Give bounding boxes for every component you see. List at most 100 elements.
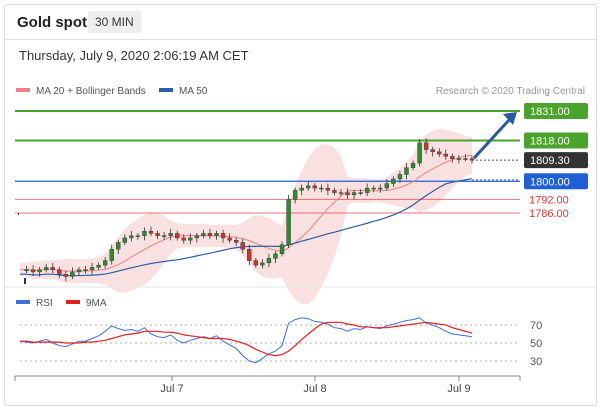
legend-swatch	[159, 88, 173, 92]
legend-label: MA 20 + Bollinger Bands	[36, 86, 146, 97]
candle-body	[332, 190, 337, 193]
candle-body	[338, 192, 344, 194]
candle-body	[194, 235, 200, 239]
level-label: 1818.00	[530, 135, 570, 147]
candlesticks	[18, 138, 475, 284]
candle-body	[410, 162, 416, 168]
candle-body	[168, 233, 173, 236]
candle-body	[135, 235, 141, 237]
candle-body	[227, 237, 232, 241]
candle-body	[116, 242, 121, 250]
candle-body	[312, 185, 317, 189]
chart-widget: Gold spot 30 MIN Thursday, July 9, 2020 …	[4, 4, 597, 406]
candle-body	[292, 190, 298, 200]
projection-arrow	[472, 112, 517, 160]
level-label: 1792.00	[529, 194, 569, 206]
candle-body	[30, 269, 36, 273]
candle-body	[89, 267, 95, 270]
candle-body	[378, 187, 383, 190]
candle-body	[247, 249, 252, 261]
candle-body	[201, 233, 206, 236]
candle-body	[175, 233, 180, 239]
candle-body	[24, 269, 29, 271]
candle-body	[129, 235, 134, 239]
candle-body	[404, 167, 409, 175]
candle-body	[142, 230, 147, 236]
legend-swatch	[66, 300, 80, 304]
arrow-head	[503, 112, 517, 125]
level-label: 1831.00	[530, 106, 570, 118]
rsi-ma-line	[20, 321, 473, 357]
candle-body	[423, 142, 429, 150]
x-tick-label: Jul 8	[303, 383, 326, 395]
level-label-box	[524, 103, 588, 119]
candle-body	[155, 233, 160, 236]
instrument-title: Gold spot	[17, 14, 87, 31]
candle-body	[122, 237, 128, 243]
candle-body	[96, 264, 101, 268]
candle-body	[181, 237, 186, 241]
x-tick-label: Jul 7	[160, 383, 183, 395]
candle-body	[83, 269, 88, 271]
candle-body	[273, 253, 278, 259]
candle-body	[325, 187, 331, 191]
level-label-box	[524, 152, 588, 169]
rsi-legend: RSI 9MA	[16, 298, 107, 309]
rsi-tick-label: 70	[530, 320, 542, 332]
candle-body	[70, 271, 75, 277]
rsi-tick-label: 50	[530, 338, 542, 350]
candle-body	[279, 244, 285, 255]
candle-body	[109, 249, 114, 261]
candle-body	[351, 192, 357, 196]
candle-body	[345, 192, 350, 196]
candle-body	[443, 153, 448, 157]
candle-body	[456, 158, 462, 160]
level-label-box	[524, 173, 588, 190]
level-label: 1786.00	[529, 208, 569, 220]
legend-label: 9MA	[86, 298, 107, 309]
candle-body	[384, 183, 390, 189]
timeframe-badge[interactable]: 30 MIN	[88, 11, 141, 33]
moving-averages	[20, 154, 473, 277]
legend-label: MA 50	[179, 86, 208, 97]
candle-body	[102, 260, 108, 266]
legend-swatch	[16, 88, 30, 92]
price-legend: MA 20 + Bollinger Bands MA 50	[16, 86, 208, 97]
candle-body	[430, 149, 435, 153]
legend-swatch	[16, 300, 30, 304]
candle-body	[391, 178, 396, 184]
rsi-grid: 70 50 30	[20, 320, 542, 368]
ma20-line	[20, 154, 473, 272]
candle-body	[50, 267, 55, 270]
candle-body	[63, 274, 69, 277]
candle-body	[220, 233, 226, 239]
time-axis: Jul 7 Jul 8 Jul 9	[14, 375, 521, 395]
level-label-box	[524, 132, 588, 149]
candle-body	[417, 142, 422, 164]
rsi-tick-label: 30	[530, 356, 542, 368]
widget-header: Gold spot 30 MIN	[5, 5, 596, 40]
level-label: 1800.00	[530, 176, 570, 188]
candle-body	[253, 260, 259, 266]
candle-stub	[18, 213, 19, 215]
level-label: 1809.30	[530, 155, 570, 167]
candle-body	[450, 156, 455, 159]
arrow-shaft	[472, 118, 511, 160]
candle-body	[266, 258, 272, 264]
candle-body	[469, 158, 475, 161]
price-levels	[15, 110, 520, 214]
candle-body	[44, 267, 49, 270]
candle-body	[371, 187, 376, 190]
legend-label: RSI	[36, 298, 53, 309]
candle-body	[437, 151, 442, 155]
candle-body	[260, 262, 265, 266]
rsi-line	[19, 317, 473, 364]
candle-stub	[24, 278, 26, 284]
price-level-labels: 1831.00 1818.00 1809.30 1800.00 1792.00 1786.…	[524, 103, 588, 220]
candle-body	[214, 233, 219, 236]
candle-body	[207, 233, 213, 236]
candle-body	[358, 192, 363, 194]
candle-body	[319, 187, 324, 190]
candle-body	[463, 158, 468, 160]
